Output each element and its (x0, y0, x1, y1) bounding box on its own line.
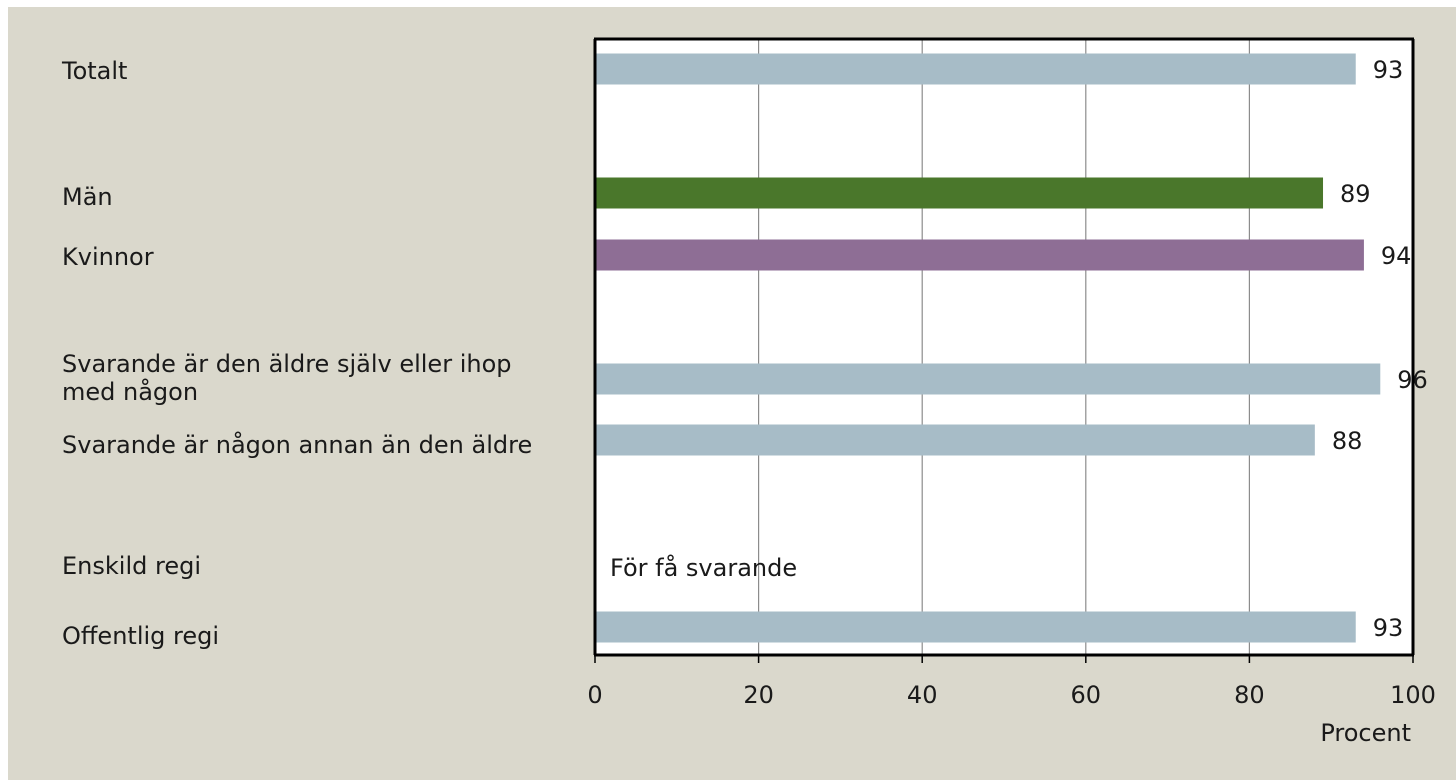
annotation-label: För få svarande (610, 553, 797, 582)
bar-value-label: 88 (1332, 427, 1363, 455)
category-label-totalt: Totalt (62, 57, 128, 85)
bar-value-label: 93 (1373, 56, 1404, 84)
bar (595, 424, 1315, 456)
x-tick-label: 20 (743, 681, 774, 709)
category-label-kvinnor: Kvinnor (62, 243, 154, 271)
bar (595, 177, 1324, 209)
x-axis-title: Procent (1320, 719, 1411, 747)
bar (595, 363, 1381, 395)
bar-value-label: 93 (1373, 614, 1404, 642)
category-label-enskild-regi: Enskild regi (62, 552, 201, 580)
x-tick-label: 0 (587, 681, 602, 709)
category-label-svarande-aldre: Svarande är den äldre själv eller ihop m… (62, 350, 512, 406)
category-label-man: Män (62, 183, 113, 211)
x-tick-label: 80 (1234, 681, 1265, 709)
bar (595, 611, 1356, 643)
bar-value-label: 89 (1340, 180, 1371, 208)
x-tick-label: 40 (907, 681, 938, 709)
bar (595, 239, 1364, 271)
category-label-offentlig-regi: Offentlig regi (62, 622, 220, 650)
bar-value-label: 94 (1381, 242, 1412, 270)
category-label-svarande-annan: Svarande är någon annan än den äldre (62, 431, 533, 459)
bar (595, 53, 1356, 85)
x-tick-label: 60 (1071, 681, 1102, 709)
x-tick-label: 100 (1390, 681, 1436, 709)
plot-area (594, 39, 1412, 654)
